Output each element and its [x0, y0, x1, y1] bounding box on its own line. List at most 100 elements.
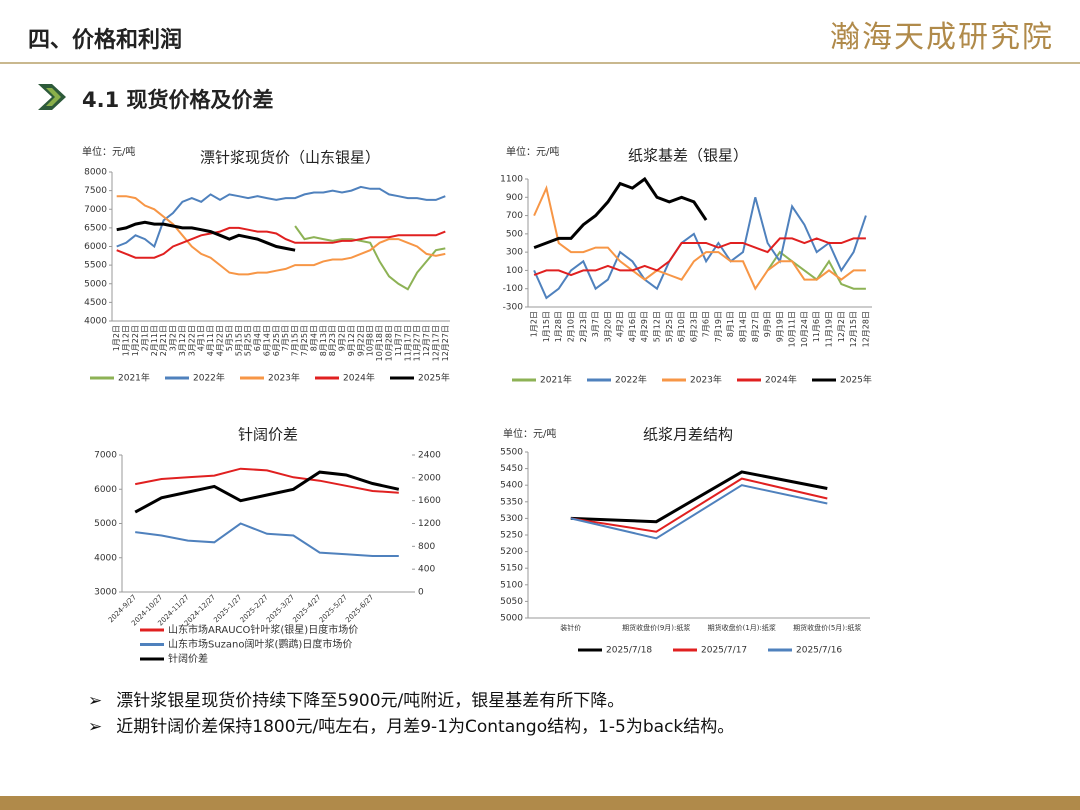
bullet: 漂针浆银星现货价持续下降至5900元/吨附近，银星基差有所下降。 — [88, 686, 624, 711]
x-tick-label: 9月19日 — [775, 311, 784, 342]
legend-label: 2025/7/16 — [796, 646, 842, 656]
x-tick-label: 2月21日 — [159, 325, 168, 356]
x-tick-label: 3月12日 — [178, 325, 187, 356]
legend-label: 2021年 — [118, 372, 150, 384]
y-tick-label: 1100 — [500, 175, 523, 185]
x-tick-label: 1月2日 — [112, 325, 121, 351]
x-tick-label: 7月5日 — [281, 325, 290, 351]
series-line — [570, 484, 828, 540]
y-tick-label: 500 — [506, 229, 523, 239]
header-title: 四、价格和利润 — [28, 28, 183, 53]
x-tick-label: 11月17日 — [403, 325, 412, 361]
x-tick-label: 7月6日 — [702, 311, 711, 337]
y-tick-label: 4000 — [84, 317, 107, 327]
x-tick-label: 10月28日 — [384, 325, 393, 361]
legend-label: 2025年 — [418, 372, 450, 384]
x-tick-label: 2月1日 — [140, 325, 149, 351]
y-tick-label: 5300 — [500, 514, 523, 524]
y-tick-label: 5250 — [500, 531, 523, 541]
series-line — [116, 226, 446, 259]
header-rule — [0, 62, 1080, 64]
x-tick-label: 10月11日 — [788, 311, 797, 347]
x-tick-label: 3月2日 — [169, 325, 178, 351]
y-tick-label: 5100 — [500, 580, 523, 590]
section-title: 4.1 现货价格及价差 — [82, 88, 274, 112]
y-tick-label: -300 — [503, 303, 524, 313]
x-tick-label: 3月7日 — [591, 311, 600, 337]
y-tick-label: 300 — [506, 248, 523, 258]
x-tick-label: 9月9日 — [763, 311, 772, 337]
bullet: 近期针阔价差保持1800元/吨左右，月差9-1为Contango结构，1-5为b… — [88, 712, 734, 737]
x-tick-label: 8月27日 — [751, 311, 760, 342]
series-line — [135, 522, 399, 557]
y-tick-label: 6000 — [94, 485, 117, 495]
y2-tick-label: 400 — [418, 565, 435, 575]
x-tick-label: 7月25日 — [300, 325, 309, 356]
x-tick-label: 8月1日 — [726, 311, 735, 337]
x-tick-label: 6月25日 — [272, 325, 281, 356]
y-tick-label: 5500 — [84, 261, 107, 271]
legend-label: 2024年 — [343, 372, 375, 384]
x-tick-label: 11月7日 — [394, 325, 403, 356]
y-tick-label: 5450 — [500, 464, 523, 474]
x-tick-label: 11月6日 — [812, 311, 821, 342]
series-line — [570, 470, 828, 524]
y-tick-label: 5500 — [500, 448, 523, 458]
section-icon — [38, 84, 66, 110]
x-tick-label: 10月8日 — [366, 325, 375, 356]
x-tick-label: 1月28日 — [554, 311, 563, 342]
legend-label: 2025年 — [840, 374, 872, 386]
legend-label: 2025/7/17 — [701, 646, 747, 656]
y2-tick-label: 800 — [418, 542, 435, 552]
x-tick-label: 2月11日 — [150, 325, 159, 356]
x-tick-label: 8月14日 — [739, 311, 748, 342]
legend-label: 2023年 — [268, 372, 300, 384]
x-tick-label: 期货收盘价(5月):纸浆 — [793, 623, 861, 632]
y-tick-label: 5050 — [500, 597, 523, 607]
charts: 漂针浆现货价（山东银星）单位：元/吨4000450050005500600065… — [82, 145, 872, 665]
series-line — [116, 195, 446, 276]
y-tick-label: 7000 — [84, 205, 107, 215]
x-tick-label: 4月22日 — [215, 325, 224, 356]
y2-tick-label: 2000 — [418, 473, 441, 483]
x-tick-label: 4月1日 — [197, 325, 206, 351]
x-tick-label: 5月25日 — [244, 325, 253, 356]
x-tick-label: 1月12日 — [122, 325, 131, 356]
chart-title: 纸浆月差结构 — [643, 426, 733, 444]
y-tick-label: 7000 — [94, 451, 117, 461]
x-tick-label: 5月15日 — [234, 325, 243, 356]
x-tick-label: 5月5日 — [225, 325, 234, 351]
x-tick-label: 8月13日 — [319, 325, 328, 356]
series-line — [294, 225, 446, 291]
series-line — [116, 185, 446, 249]
series-line — [533, 176, 708, 250]
x-tick-label: 6月10日 — [677, 311, 686, 342]
legend-label: 山东市场ARAUCO针叶浆(银星)日度市场价 — [168, 623, 358, 636]
series-line — [135, 467, 399, 494]
y-tick-label: 7500 — [84, 186, 107, 196]
y-tick-label: 3000 — [94, 588, 117, 598]
x-tick-label: 9月2日 — [338, 325, 347, 351]
y-tick-label: 5000 — [500, 614, 523, 624]
x-tick-label: 5月12日 — [653, 311, 662, 342]
y2-tick-label: 2400 — [418, 451, 441, 461]
chart-title: 纸浆基差（银星） — [628, 147, 748, 165]
y-tick-label: 5000 — [84, 279, 107, 289]
unit-label: 单位：元/吨 — [82, 145, 135, 158]
x-tick-label: 装针价 — [560, 623, 581, 632]
x-tick-label: 8月4日 — [309, 325, 318, 351]
x-tick-label: 6月14日 — [262, 325, 271, 356]
x-tick-label: 4月11日 — [206, 325, 215, 356]
x-tick-label: 1月2日 — [530, 311, 539, 337]
y-tick-label: -100 — [503, 284, 524, 294]
chart-title: 针阔价差 — [238, 426, 298, 444]
x-tick-label: 期货收盘价(9月):纸浆 — [622, 623, 690, 632]
x-tick-label: 9月12日 — [347, 325, 356, 356]
series-line — [116, 220, 296, 252]
legend-label: 2021年 — [540, 374, 572, 386]
series-line — [766, 250, 866, 290]
footer-bar — [0, 796, 1080, 810]
legend-label: 2022年 — [193, 372, 225, 384]
y-tick-label: 900 — [506, 193, 523, 203]
